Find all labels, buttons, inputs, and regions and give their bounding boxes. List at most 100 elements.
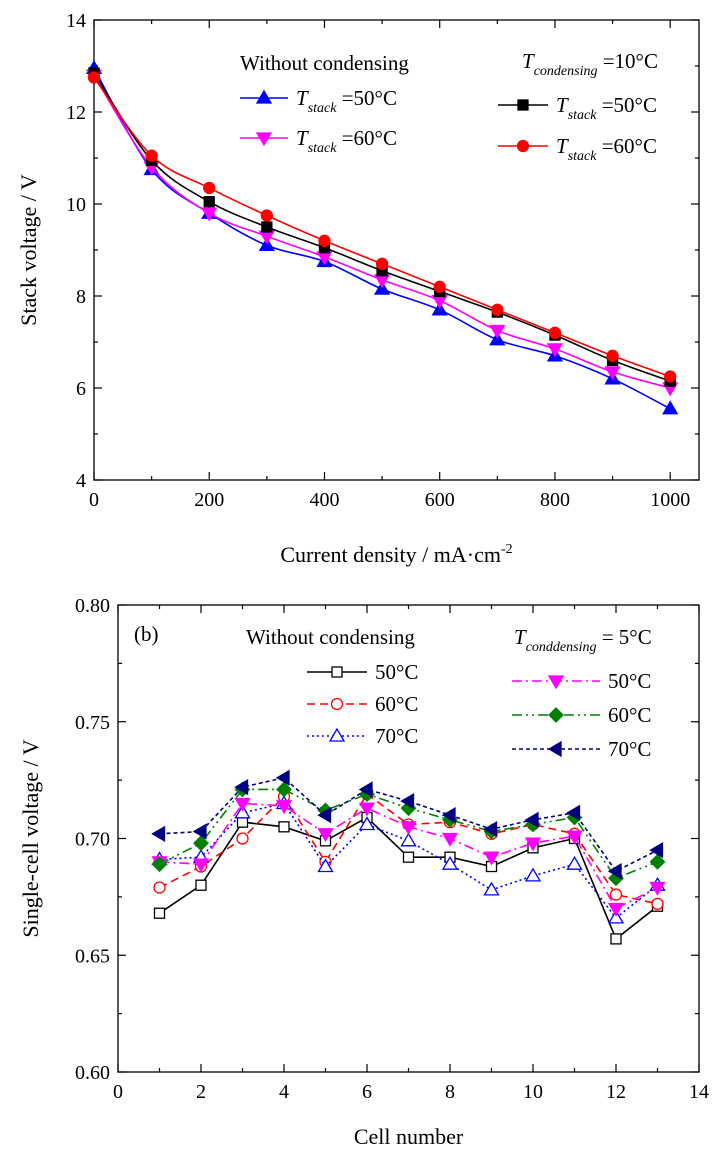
legend-entry: 70°C [307, 724, 418, 748]
x-tick-label: 14 [689, 1081, 709, 1103]
data-point [483, 881, 500, 896]
data-point [491, 303, 504, 316]
legend-symbol: T [556, 93, 569, 117]
legend-marker [516, 139, 530, 153]
data-point [649, 853, 666, 870]
legend-subscript: stack [308, 101, 338, 116]
legend-value: =50°C [596, 93, 657, 117]
legend-symbol: T [556, 134, 569, 158]
data-point [195, 879, 207, 891]
legend-marker [548, 707, 564, 723]
y-tick-label: 14 [66, 10, 86, 32]
legend-entry: 50°C [307, 660, 418, 684]
data-point [483, 851, 500, 866]
y-tick-label: 4 [76, 470, 86, 492]
data-point [400, 821, 417, 836]
y-tick-label: 8 [76, 286, 86, 308]
legend-subscript: stack [568, 108, 598, 123]
data-point [236, 832, 249, 845]
data-point [607, 909, 625, 924]
data-point [441, 807, 456, 824]
data-point [664, 370, 677, 383]
chart-b: 0 2 4 6 8 10 12 14 0.60 0.65 0.70 0.75 0.80 Cell numb… [18, 595, 709, 1149]
data-point [402, 851, 415, 863]
legend-heading-symbol: T [514, 625, 527, 649]
data-point [193, 835, 209, 852]
data-point [151, 825, 166, 842]
legend-value: =50°C [336, 86, 397, 110]
x-tick-label: 0 [89, 489, 99, 511]
y-tick-label: 0.75 [75, 712, 110, 734]
data-point [546, 343, 564, 358]
data-point [441, 832, 459, 847]
data-point [607, 902, 625, 917]
y-tick-label: 0.70 [75, 829, 110, 851]
x-tick-label: 10 [523, 1081, 543, 1103]
data-point [358, 802, 376, 817]
data-point [275, 769, 290, 786]
legend-entry: Tstack =60°C [240, 126, 397, 156]
data-point [604, 366, 621, 381]
series-line [93, 67, 671, 410]
legend-entry: 60°C [307, 692, 418, 716]
x-tick-label: 0 [113, 1081, 123, 1103]
series-3 [87, 71, 677, 383]
legend-marker [330, 697, 344, 711]
data-point [441, 855, 459, 870]
data-point [153, 907, 166, 919]
data-point [201, 207, 218, 222]
y-axis-title: Single-cell voltage / V [18, 739, 43, 937]
legend-marker [255, 89, 273, 104]
data-point [524, 837, 542, 852]
data-point [566, 804, 581, 821]
y-tick-label: 12 [66, 102, 86, 124]
legend-label: Tstack =60°C [556, 134, 657, 164]
legend-label: 50°C [375, 660, 418, 684]
legend-entry: Tstack =50°C [240, 86, 397, 116]
legend-marker [517, 99, 529, 111]
legend-heading-symbol: T [522, 49, 535, 73]
data-point [609, 888, 623, 901]
data-point [433, 280, 446, 293]
y-tick-label: 0.65 [75, 945, 110, 967]
x-axis-title: Cell number [354, 1124, 464, 1149]
series-5 [151, 769, 664, 880]
data-point [203, 196, 215, 208]
legend-marker [328, 727, 346, 742]
y-tick-label: 0.60 [75, 1062, 110, 1084]
x-tick-label: 1000 [650, 489, 690, 511]
data-point [234, 804, 251, 819]
data-point [151, 856, 168, 873]
data-point [275, 800, 293, 815]
legend-label: 60°C [375, 692, 418, 716]
legend-value: =60°C [596, 134, 657, 158]
data-point [317, 858, 334, 873]
legend-heading-subscript: condensing [534, 64, 598, 79]
legend-subscript: stack [568, 149, 598, 164]
data-point [548, 326, 562, 339]
legend-entry: Tstack =50°C [498, 93, 657, 123]
data-point [375, 257, 389, 270]
y-axis-title: Stack voltage / V [16, 174, 41, 326]
x-tick-label: 2 [196, 1081, 206, 1103]
x-tick-label: 6 [362, 1081, 372, 1103]
legend-value: =60°C [336, 126, 397, 150]
panel-label: (b) [134, 622, 159, 646]
legend-heading-subscript: conddensing [526, 640, 597, 655]
data-point [318, 234, 331, 247]
legend-label: 70°C [608, 737, 651, 761]
legend-label: 70°C [375, 724, 418, 748]
series-line [93, 72, 671, 382]
data-point [234, 797, 251, 812]
data-point [87, 71, 101, 84]
legend-symbol: T [296, 126, 309, 150]
data-point [524, 811, 539, 828]
legend-heading: Without condensing [240, 51, 409, 75]
legend-entry: 70°C [512, 737, 651, 761]
legend-label: Tstack =50°C [556, 93, 657, 123]
legend-entry: 50°C [512, 669, 651, 693]
data-point [400, 793, 415, 810]
legend-label: Tstack =50°C [296, 86, 397, 116]
chart-a: 0 200 400 600 800 1000 4 6 8 10 12 14 Current densit… [16, 10, 700, 567]
data-point [607, 863, 622, 880]
